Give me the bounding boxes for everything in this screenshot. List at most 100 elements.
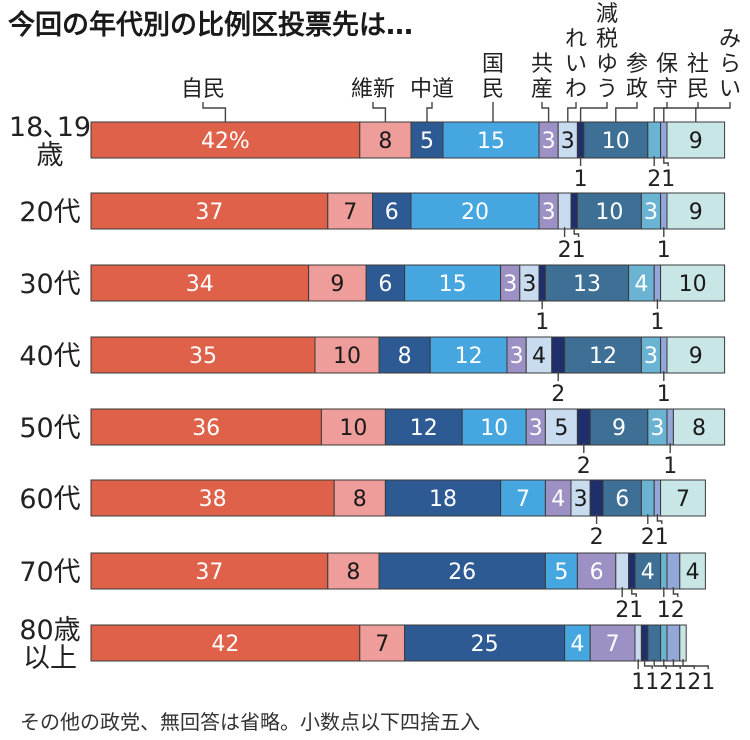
data-label-leader [573, 227, 580, 237]
chart-title: 今回の年代別の比例区投票先は… [8, 9, 413, 41]
party-label: う [596, 77, 618, 102]
bar-segment-減税ゆう [589, 479, 604, 517]
data-label: 20 [461, 200, 489, 225]
bar-segment-減税ゆう [538, 264, 546, 302]
bar-segment-国民 [500, 479, 546, 517]
bar-segment-れいわ [544, 408, 578, 446]
data-label: 4 [686, 560, 700, 585]
data-label: 7 [516, 487, 530, 512]
data-label: 6 [590, 560, 604, 585]
bar-segment-社民 [666, 552, 681, 590]
age-label: 40代 [19, 341, 80, 372]
age-label: 以上 [23, 643, 77, 674]
bar-segment-参政 [576, 192, 642, 230]
bar-segment-社民 [653, 264, 662, 302]
data-label: 12 [410, 416, 438, 441]
bar-segment-れいわ [634, 624, 642, 662]
bar-segment-社民 [666, 408, 674, 446]
bar-segment-社民 [660, 121, 668, 159]
party-label: 参 [626, 52, 648, 77]
bar-segment-社民 [653, 479, 662, 517]
data-label: 1 [663, 454, 677, 479]
party-label: い [719, 77, 741, 102]
data-label: 3 [574, 487, 588, 512]
data-label: 8 [398, 344, 412, 369]
bar-segment-国民 [544, 552, 578, 590]
bar-row: 70代 37 8 26 5 6 4 42 1 1 2 [19, 552, 706, 623]
bar-segment-社民 [660, 192, 668, 230]
bar-segment-維新 [320, 408, 386, 446]
party-header-共産: 共産 [531, 52, 553, 126]
data-label: 3 [644, 200, 658, 225]
data-label: 35 [189, 344, 217, 369]
age-label: 歳 [37, 140, 64, 171]
bar-row: 50代 36 10 12 10 3 5 9 3 82 1 [19, 408, 726, 479]
bar-segment-国民 [442, 121, 540, 159]
party-label: い [565, 52, 587, 77]
party-leader-line [426, 102, 433, 126]
data-label: 8 [378, 129, 392, 154]
bar-segment-みらい [660, 479, 706, 517]
data-label: 9 [689, 344, 703, 369]
data-label: 9 [330, 272, 344, 297]
data-label: 10 [595, 200, 623, 225]
party-header-維新: 維新 [351, 77, 395, 126]
data-label: 34 [186, 272, 214, 297]
data-label: 7 [343, 200, 357, 225]
bar-segment-維新 [359, 121, 412, 159]
party-leader-line [202, 102, 227, 126]
bar-segment-社民 [666, 624, 681, 662]
party-label: 保 [656, 52, 678, 77]
bar-segment-参政 [602, 479, 642, 517]
party-leader-line [615, 102, 638, 126]
data-label: 2 [659, 670, 673, 695]
bar-segment-自民 [90, 479, 335, 517]
bar-segment-共産 [544, 479, 572, 517]
data-label: 42 [211, 632, 239, 657]
data-label: 5 [554, 416, 568, 441]
data-label: 4 [634, 272, 648, 297]
bar-row: 40代 35 10 8 12 3 4 12 3 92 1 [19, 336, 726, 407]
data-label: 7 [606, 632, 620, 657]
data-label: 36 [192, 416, 220, 441]
bar-segment-国民 [461, 408, 527, 446]
data-label: 15 [439, 272, 467, 297]
data-label: 3 [522, 272, 536, 297]
bar-segment-参政 [589, 408, 649, 446]
bar-segment-みらい [660, 264, 726, 302]
party-leader-line [695, 102, 731, 126]
party-header-保守: 保守 [653, 52, 678, 126]
bar-segment-中道 [365, 264, 406, 302]
age-label: 80歳 [19, 615, 80, 646]
data-label: 10 [480, 416, 508, 441]
bar-segment-中道 [378, 336, 431, 374]
data-label: 8 [346, 560, 360, 585]
data-label: 5 [554, 560, 568, 585]
bar-segment-維新 [314, 336, 380, 374]
party-label: 自民 [181, 77, 225, 102]
party-label: 維新 [351, 77, 395, 102]
party-label: 社 [687, 52, 709, 77]
bar-segment-参政 [634, 552, 662, 590]
age-label: 50代 [19, 413, 80, 444]
data-label: 37 [195, 560, 223, 585]
data-label: 10 [679, 272, 707, 297]
bar-segment-保守 [660, 624, 668, 662]
bar-segment-減税ゆう [640, 624, 649, 662]
age-label: 20代 [19, 197, 80, 228]
data-label: 1 [655, 525, 669, 550]
bar-segment-共産 [576, 552, 617, 590]
data-label: 10 [339, 416, 367, 441]
party-leader-line [567, 102, 577, 126]
data-label: 4 [570, 632, 584, 657]
age-label: 18､19 [9, 112, 91, 143]
data-label: 3 [542, 200, 556, 225]
data-label: 3 [503, 272, 517, 297]
bar-segment-みらい [679, 552, 706, 590]
data-label: 10 [333, 344, 361, 369]
data-label: 9 [689, 200, 703, 225]
bar-segment-れいわ [557, 192, 572, 230]
data-label: 6 [615, 487, 629, 512]
data-label: 3 [561, 129, 575, 154]
